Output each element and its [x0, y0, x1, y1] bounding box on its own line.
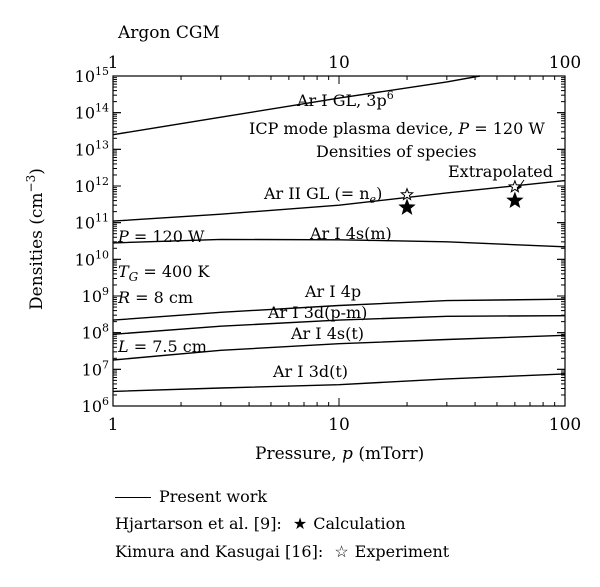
hollow-star-icon: ☆: [334, 542, 349, 561]
series-label-1: Ar II GL (= ne): [263, 184, 382, 206]
line-swatch: [115, 497, 151, 498]
y-tick-label: 1014: [75, 102, 109, 123]
legend-calc-source: Hjartarson et al. [9]:: [115, 514, 287, 533]
condition-power: P = 120 W: [117, 227, 205, 246]
legend-present-work-label: Present work: [159, 487, 268, 506]
x-tick-label: 1: [108, 415, 119, 435]
x-axis-label: Pressure, p (mTorr): [255, 444, 424, 464]
y-tick-label: 109: [82, 285, 109, 306]
tick-labels: 1110101001001061071081091010101110121013…: [75, 53, 582, 435]
series-line-3: [112, 298, 566, 321]
series-labels: Ar I GL, 3p6 Ar II GL (= ne) Ar I 4s(m) Ar …: [263, 89, 394, 381]
condition-radius: R = 8 cm: [117, 288, 193, 307]
y-tick-label: 1012: [75, 175, 109, 196]
series-line-5: [112, 334, 566, 361]
extrapolated-arrow-head: [517, 184, 522, 190]
legend-exp-label: Experiment: [354, 542, 450, 561]
series-label-0: Ar I GL, 3p6: [296, 89, 394, 110]
device-text: ICP mode plasma device,: [249, 119, 458, 138]
legend-calc-label: Calculation: [313, 514, 406, 533]
extrapolated-annotation: Extrapolated: [448, 162, 553, 181]
series-line-4: [112, 315, 566, 335]
series-line-0: [112, 75, 481, 136]
series-label-5: Ar I 4s(t): [290, 324, 364, 343]
legend-exp-source: Kimura and Kasugai [16]:: [115, 542, 329, 561]
chart-title: Argon CGM: [117, 23, 220, 43]
x-tick-label-top: 10: [328, 53, 350, 73]
y-tick-label: 1013: [75, 138, 109, 159]
device-annotation: ICP mode plasma device, P = 120 W: [249, 119, 545, 138]
calculation-marker: [506, 191, 524, 209]
y-tick-label: 1015: [75, 65, 109, 86]
series-lines: [112, 75, 566, 393]
axis-ticks: [112, 75, 566, 407]
x-tick-label-top: 100: [549, 53, 581, 73]
plot-frame: [112, 75, 566, 407]
y-axis-label: Densities (cm−3): [24, 168, 47, 310]
legend-calculation: Hjartarson et al. [9]: ★ Calculation: [115, 515, 406, 533]
x-tick-label-top: 1: [108, 53, 119, 73]
x-tick-label: 10: [328, 415, 350, 435]
series-label-4: Ar I 3d(p-m): [267, 303, 367, 322]
series-label-2: Ar I 4s(m): [309, 224, 392, 243]
experiment-marker: [399, 187, 415, 201]
series-line-1: [112, 179, 566, 222]
y-tick-label: 1010: [75, 248, 109, 269]
device-var: P: [457, 119, 469, 138]
data-markers: [398, 179, 524, 215]
y-tick-label: 108: [82, 322, 109, 343]
series-line-2: [112, 238, 566, 248]
series-label-3: Ar I 4p: [304, 282, 361, 301]
legend-present-work: Present work: [115, 488, 267, 506]
y-tick-label: 1011: [75, 212, 109, 233]
filled-star-icon: ★: [292, 514, 308, 533]
calculation-marker: [398, 198, 416, 215]
condition-length: L = 7.5 cm: [117, 337, 207, 356]
y-tick-label: 107: [82, 358, 109, 379]
species-annotation: Densities of species: [316, 142, 477, 161]
series-line-6: [112, 373, 566, 393]
device-value: = 120 W: [469, 119, 545, 138]
legend-experiment: Kimura and Kasugai [16]: ☆ Experiment: [115, 543, 449, 561]
condition-gas-temperature: TG = 400 K: [118, 262, 210, 284]
x-tick-label: 100: [549, 415, 581, 435]
y-tick-label: 106: [82, 395, 109, 416]
series-label-6: Ar I 3d(t): [272, 362, 348, 381]
